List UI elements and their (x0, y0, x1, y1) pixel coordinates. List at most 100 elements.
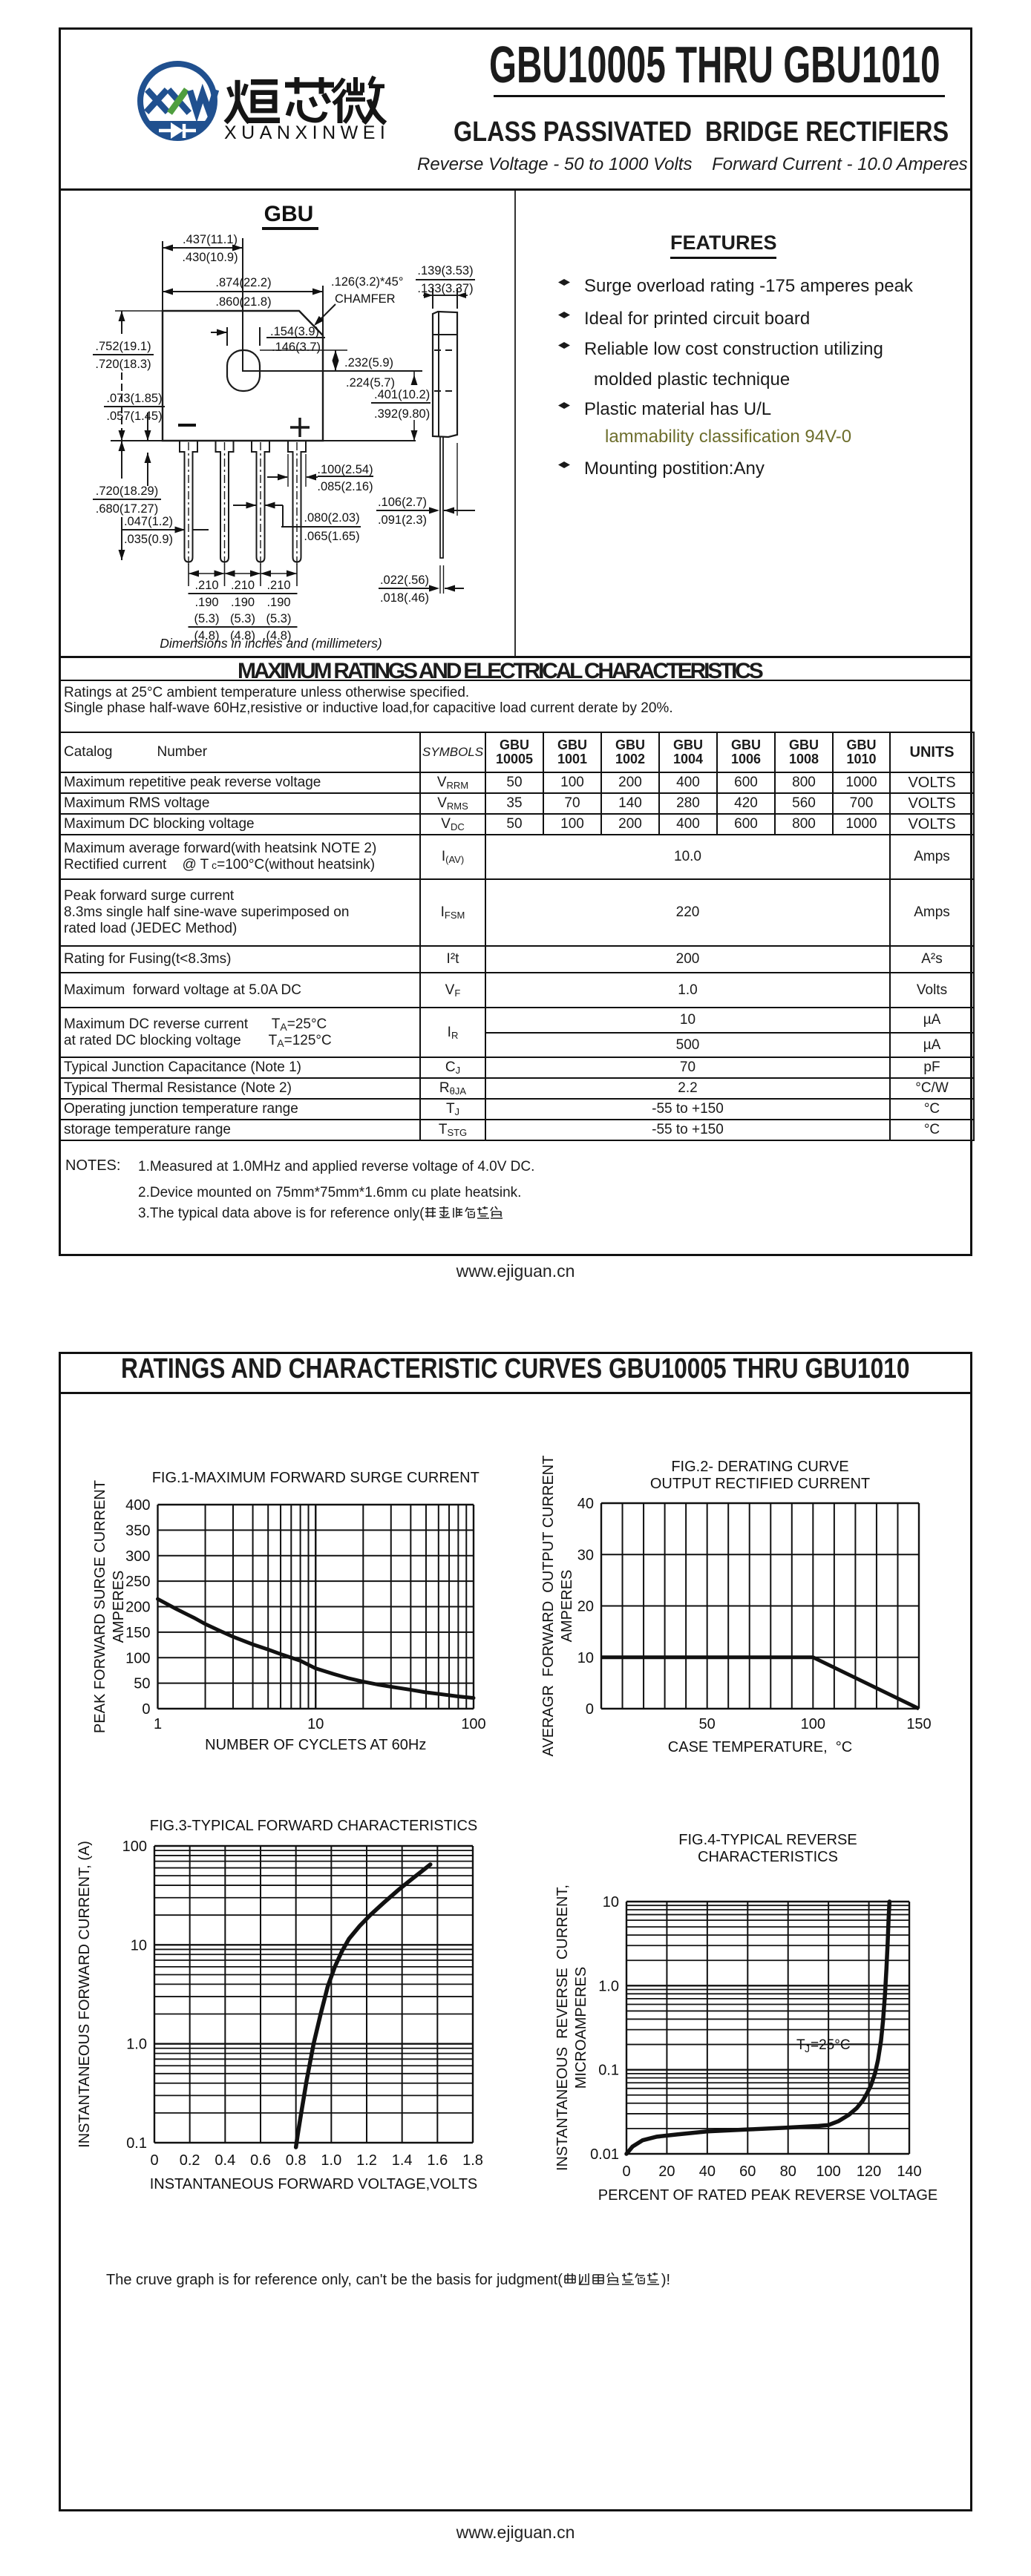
svg-text:.133(3.37): .133(3.37) (417, 282, 473, 295)
svg-text:INSTANTANEOUS FORWARD CURRENT,: INSTANTANEOUS FORWARD CURRENT, (A) (76, 1841, 93, 2148)
svg-text:.146(3.7): .146(3.7) (272, 341, 321, 354)
svg-text:100: 100 (801, 1716, 825, 1732)
svg-text:GBU: GBU (264, 202, 314, 226)
svg-text:0.4: 0.4 (215, 2152, 235, 2169)
svg-text:0: 0 (142, 1701, 150, 1718)
svg-text:.106(2.7): .106(2.7) (378, 496, 427, 509)
svg-text:.057(1.45): .057(1.45) (106, 410, 162, 423)
svg-text:.100(2.54): .100(2.54) (317, 463, 373, 476)
svg-text:CHAMFER: CHAMFER (335, 292, 396, 306)
svg-text:50: 50 (134, 1676, 150, 1692)
svg-text:30: 30 (577, 1547, 594, 1563)
svg-text:40: 40 (699, 2163, 716, 2180)
svg-text:100: 100 (125, 1650, 150, 1666)
svg-text:FIG.4-TYPICAL REVERSE: FIG.4-TYPICAL REVERSE (678, 1832, 857, 1848)
svg-text:10: 10 (577, 1650, 594, 1666)
svg-text:.190: .190 (194, 596, 218, 609)
svg-text:.210: .210 (266, 579, 290, 592)
svg-text:(4.8): (4.8) (230, 629, 255, 643)
svg-text:.224(5.7): .224(5.7) (346, 376, 395, 390)
svg-text:10: 10 (131, 1937, 147, 1954)
svg-text:.035(0.9): .035(0.9) (124, 533, 173, 546)
svg-text:.401(10.2): .401(10.2) (374, 388, 430, 401)
svg-text:.860(21.8): .860(21.8) (215, 295, 271, 309)
svg-text:0.2: 0.2 (180, 2152, 200, 2169)
svg-text:80: 80 (780, 2163, 796, 2180)
svg-text:FIG.1-MAXIMUM FORWARD SURGE CU: FIG.1-MAXIMUM FORWARD SURGE CURRENT (152, 1470, 480, 1486)
svg-text:.022(.56): .022(.56) (380, 574, 429, 587)
svg-text:.752(19.1): .752(19.1) (95, 340, 151, 353)
svg-text:(5.3): (5.3) (266, 612, 292, 625)
svg-text:MICROAMPERES: MICROAMPERES (573, 1967, 589, 2089)
svg-text:.154(3.9): .154(3.9) (270, 325, 319, 338)
svg-text:0.8: 0.8 (286, 2152, 307, 2169)
svg-text:T: T (796, 2037, 805, 2053)
svg-text:CASE TEMPERATURE, °C: CASE TEMPERATURE, °C (668, 1739, 852, 1755)
svg-text:350: 350 (125, 1522, 150, 1539)
svg-text:.080(2.03): .080(2.03) (304, 511, 359, 525)
svg-text:200: 200 (125, 1600, 150, 1616)
svg-text:.392(9.80): .392(9.80) (374, 407, 430, 421)
svg-text:400: 400 (125, 1497, 150, 1514)
svg-text:NUMBER OF CYCLETS AT 60Hz: NUMBER OF CYCLETS AT 60Hz (205, 1737, 426, 1753)
svg-text:120: 120 (857, 2163, 881, 2180)
svg-text:1.8: 1.8 (462, 2152, 483, 2169)
svg-text:(4.8): (4.8) (266, 629, 292, 643)
svg-text:INSTANTANEOUS FORWARD VOLTAGE,: INSTANTANEOUS FORWARD VOLTAGE,VOLTS (150, 2176, 478, 2192)
svg-text:(4.8): (4.8) (194, 629, 220, 643)
svg-text:.190: .190 (231, 596, 255, 609)
svg-text:AMPERES: AMPERES (111, 1571, 127, 1643)
svg-text:.139(3.53): .139(3.53) (417, 264, 473, 277)
svg-text:.085(2.16): .085(2.16) (317, 480, 373, 493)
svg-text:OUTPUT RECTIFIED CURRENT: OUTPUT RECTIFIED CURRENT (650, 1476, 870, 1492)
svg-text:0: 0 (622, 2163, 630, 2180)
svg-text:150: 150 (906, 1716, 931, 1732)
svg-text:300: 300 (125, 1548, 150, 1565)
svg-text:.720(18.29): .720(18.29) (96, 484, 158, 498)
svg-text:FIG.2- DERATING CURVE: FIG.2- DERATING CURVE (671, 1459, 848, 1475)
svg-text:.210: .210 (231, 579, 255, 592)
svg-text:1.0: 1.0 (321, 2152, 341, 2169)
svg-text:0.1: 0.1 (598, 2063, 619, 2079)
svg-text:.065(1.65): .065(1.65) (304, 530, 359, 543)
svg-text:.210: .210 (194, 579, 218, 592)
svg-text:PERCENT OF RATED PEAK REVERSE: PERCENT OF RATED PEAK REVERSE VOLTAGE (598, 2187, 938, 2204)
svg-text:.126(3.2)*45°: .126(3.2)*45° (331, 275, 403, 289)
svg-text:=25°C: =25°C (811, 2037, 851, 2053)
svg-text:1.0: 1.0 (598, 1978, 619, 1994)
svg-text:.232(5.9): .232(5.9) (344, 356, 393, 369)
svg-text:AVERAGR FORWARD OUTPUT CURRE: AVERAGR FORWARD OUTPUT CURRENT (540, 1456, 557, 1757)
svg-text:.430(10.9): .430(10.9) (182, 251, 238, 264)
svg-text:1.4: 1.4 (392, 2152, 413, 2169)
svg-text:.047(1.2): .047(1.2) (124, 515, 173, 528)
svg-text:1.0: 1.0 (126, 2037, 147, 2053)
svg-text:INSTANTANEOUS REVERSE CURREN: INSTANTANEOUS REVERSE CURRENT, (554, 1885, 571, 2171)
svg-text:.680(17.27): .680(17.27) (96, 502, 158, 516)
svg-text:(5.3): (5.3) (230, 612, 255, 625)
svg-text:AMPERES: AMPERES (559, 1570, 575, 1643)
svg-text:J: J (805, 2043, 810, 2054)
svg-text:100: 100 (816, 2163, 840, 2180)
svg-text:250: 250 (125, 1574, 150, 1590)
svg-text:100: 100 (461, 1716, 485, 1732)
svg-text:1.6: 1.6 (427, 2152, 448, 2169)
svg-text:40: 40 (577, 1496, 594, 1512)
svg-text:0: 0 (150, 2152, 158, 2169)
svg-text:0.1: 0.1 (126, 2135, 147, 2152)
svg-text:.190: .190 (266, 596, 290, 609)
svg-text:.437(11.1): .437(11.1) (183, 233, 238, 246)
svg-text:1: 1 (154, 1716, 162, 1732)
svg-text:20: 20 (577, 1599, 594, 1615)
svg-text:150: 150 (125, 1625, 150, 1641)
svg-text:100: 100 (122, 1839, 147, 1855)
svg-text:XUANXINWEI: XUANXINWEI (224, 122, 390, 143)
svg-text:CHARACTERISTICS: CHARACTERISTICS (698, 1849, 838, 1865)
svg-text:FIG.3-TYPICAL FORWARD CHARACTE: FIG.3-TYPICAL FORWARD CHARACTERISTICS (150, 1818, 478, 1834)
svg-text:0.01: 0.01 (590, 2146, 619, 2163)
svg-text:10: 10 (307, 1716, 324, 1732)
svg-text:(5.3): (5.3) (194, 612, 220, 625)
svg-text:10: 10 (603, 1894, 619, 1910)
svg-text:.091(2.3): .091(2.3) (378, 513, 427, 527)
svg-text:140: 140 (897, 2163, 921, 2180)
svg-text:.874(22.2): .874(22.2) (215, 276, 271, 289)
